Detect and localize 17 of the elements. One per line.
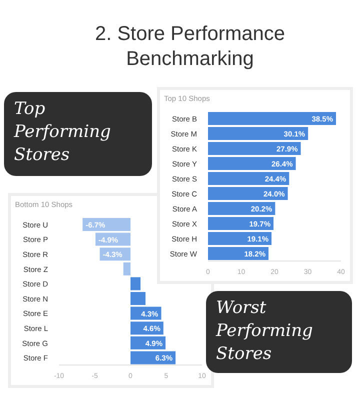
bar (208, 232, 272, 245)
bar (208, 217, 274, 230)
bar (208, 112, 336, 125)
bar (123, 262, 130, 276)
bar (208, 247, 269, 260)
bar (82, 218, 130, 231)
bar (208, 127, 308, 140)
bar (208, 202, 276, 215)
bar (208, 157, 296, 170)
text: Worst Performing Stores (206, 291, 352, 373)
bar (208, 172, 290, 185)
bar (130, 292, 146, 305)
text: Top Performing Stores (4, 92, 152, 176)
bar (130, 277, 141, 290)
bar (208, 187, 288, 200)
text: 2. Store Performance Benchmarking (94, 22, 286, 72)
bar (208, 142, 301, 155)
